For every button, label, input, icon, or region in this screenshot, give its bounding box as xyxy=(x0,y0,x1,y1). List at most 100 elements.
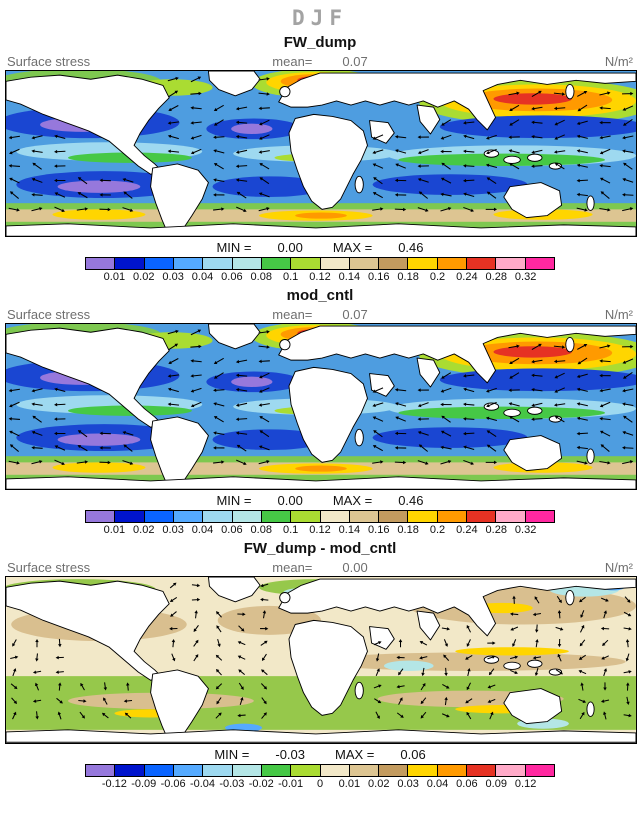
colorbar-swatch xyxy=(260,510,292,524)
min-value: 0.00 xyxy=(277,493,303,509)
colorbar-label: 0.2 xyxy=(429,524,446,537)
max-value: 0.46 xyxy=(398,493,424,509)
colorbar-swatch xyxy=(260,763,292,777)
colorbar-swatch xyxy=(290,257,321,271)
colorbar-swatch xyxy=(143,510,174,524)
mean-value: 0.07 xyxy=(342,307,368,323)
colorbar-swatch xyxy=(524,257,555,271)
colorbar-label: 0.09 xyxy=(485,777,507,790)
colorbar-swatch xyxy=(143,257,174,271)
colorbar-label: 0.2 xyxy=(429,271,446,284)
colorbar-swatch xyxy=(172,763,204,777)
colorbar-swatch xyxy=(524,763,555,777)
colorbar-swatch xyxy=(348,763,380,777)
min-label: MIN = xyxy=(216,493,252,509)
max-value: 0.46 xyxy=(398,240,424,256)
panel-fw-dump: FW_dump Surface stress mean= 0.07 N/m² M… xyxy=(5,34,637,283)
field-label: Surface stress xyxy=(7,307,91,323)
colorbar-swatch xyxy=(466,257,497,271)
colorbar-swatch xyxy=(495,763,526,777)
season-title: DJF xyxy=(292,6,348,30)
colorbar-label: 0.1 xyxy=(282,271,299,284)
field-label: Surface stress xyxy=(7,54,91,69)
max-value: 0.06 xyxy=(400,746,426,762)
colorbar-swatch xyxy=(202,510,233,524)
colorbar-label: 0 xyxy=(316,777,324,790)
colorbar-swatch xyxy=(407,763,438,777)
colorbar-label: 0.28 xyxy=(485,524,507,537)
colorbar-label: -0.09 xyxy=(131,777,157,790)
units-label: N/m² xyxy=(604,560,634,576)
vector-arrows xyxy=(8,329,634,466)
colorbar-diff: -0.12 -0.09 -0.06 -0.04 -0.03 -0.02 -0.01 0 0.01… xyxy=(85,763,555,790)
colorbar-swatch xyxy=(378,257,409,271)
colorbar-swatch xyxy=(85,257,116,271)
min-value: 0.00 xyxy=(277,240,303,256)
colorbar-swatch xyxy=(466,763,497,777)
max-label: MAX = xyxy=(332,493,373,509)
mean-label: mean= xyxy=(272,54,313,69)
colorbar-swatch xyxy=(114,510,145,524)
colorbar-swatch xyxy=(495,257,526,271)
colorbar-main: 0.01 0.02 0.03 0.04 0.06 0.08 0.1 0.12 0.14 0.16 0… xyxy=(85,257,555,283)
colorbar-label: 0.32 xyxy=(514,524,537,537)
colorbar-label: 0.03 xyxy=(162,271,184,284)
colorbar-swatch xyxy=(290,510,321,524)
colorbar-label: 0.1 xyxy=(282,524,299,537)
colorbar-swatch xyxy=(143,763,174,777)
colorbar-swatch xyxy=(348,257,380,271)
colorbar-label: 0.14 xyxy=(338,271,361,284)
mean-value: 0.07 xyxy=(342,54,368,69)
colorbar-label: 0.28 xyxy=(485,271,507,284)
colorbar-swatch xyxy=(436,763,468,777)
colorbar-label: 0.32 xyxy=(514,271,537,284)
colorbar-label: -0.12 xyxy=(101,777,127,790)
min-label: MIN = xyxy=(216,240,252,256)
colorbar-main-2: 0.01 0.02 0.03 0.04 0.06 0.08 0.1 0.12 0.14 0.16 0… xyxy=(85,510,555,536)
colorbar-swatch xyxy=(114,763,145,777)
colorbar-label: 0.18 xyxy=(397,524,419,537)
colorbar-label: 0.08 xyxy=(250,271,272,284)
panel-header-row: Surface stress mean= 0.00 N/m² xyxy=(5,560,635,575)
panel-header-row: Surface stress mean= 0.07 N/m² xyxy=(5,307,635,322)
colorbar-label: -0.02 xyxy=(248,777,274,790)
vector-arrows xyxy=(10,583,632,720)
colorbar-swatch xyxy=(290,763,321,777)
min-label: MIN = xyxy=(214,746,250,762)
colorbar-swatch xyxy=(202,763,233,777)
colorbar-swatch xyxy=(319,763,350,777)
colorbar-swatch xyxy=(231,510,262,524)
vector-arrows xyxy=(8,76,634,213)
colorbar-swatch xyxy=(495,510,526,524)
minmax-row: MIN = 0.00 MAX = 0.46 xyxy=(5,493,635,508)
colorbar-swatch xyxy=(348,510,380,524)
panel-mod-cntl: mod_cntl Surface stress mean= 0.07 N/m² … xyxy=(5,287,637,536)
colorbar-label: -0.01 xyxy=(278,777,304,790)
units-label: N/m² xyxy=(604,54,634,69)
field-label: Surface stress xyxy=(7,560,91,576)
colorbar-swatch xyxy=(85,510,116,524)
colorbar-label: 0.03 xyxy=(162,524,184,537)
colorbar-swatch xyxy=(378,510,409,524)
panel-difference: FW_dump - mod_cntl Surface stress mean= … xyxy=(5,540,637,790)
colorbar-swatch xyxy=(231,257,262,271)
mean-label: mean= xyxy=(272,307,313,323)
colorbar-label: 0.08 xyxy=(250,524,272,537)
colorbar-label: 0.06 xyxy=(221,271,243,284)
colorbar-label: 0.12 xyxy=(514,777,537,790)
colorbar-label: 0.02 xyxy=(133,524,155,537)
minmax-row: MIN = 0.00 MAX = 0.46 xyxy=(5,240,635,255)
colorbar-label: 0.06 xyxy=(456,777,478,790)
colorbar-swatch xyxy=(172,510,204,524)
mean-value: 0.00 xyxy=(342,560,368,576)
colorbar-label: 0.01 xyxy=(103,524,126,537)
colorbar-label: 0.01 xyxy=(338,777,361,790)
colorbar-label: 0.01 xyxy=(103,271,126,284)
colorbar-label: 0.02 xyxy=(133,271,155,284)
colorbar-swatch xyxy=(466,510,497,524)
colorbar-label: -0.06 xyxy=(160,777,186,790)
max-label: MAX = xyxy=(335,746,375,762)
colorbar-swatch xyxy=(524,510,555,524)
colorbar-swatch xyxy=(378,763,409,777)
colorbar-label: 0.03 xyxy=(397,777,419,790)
